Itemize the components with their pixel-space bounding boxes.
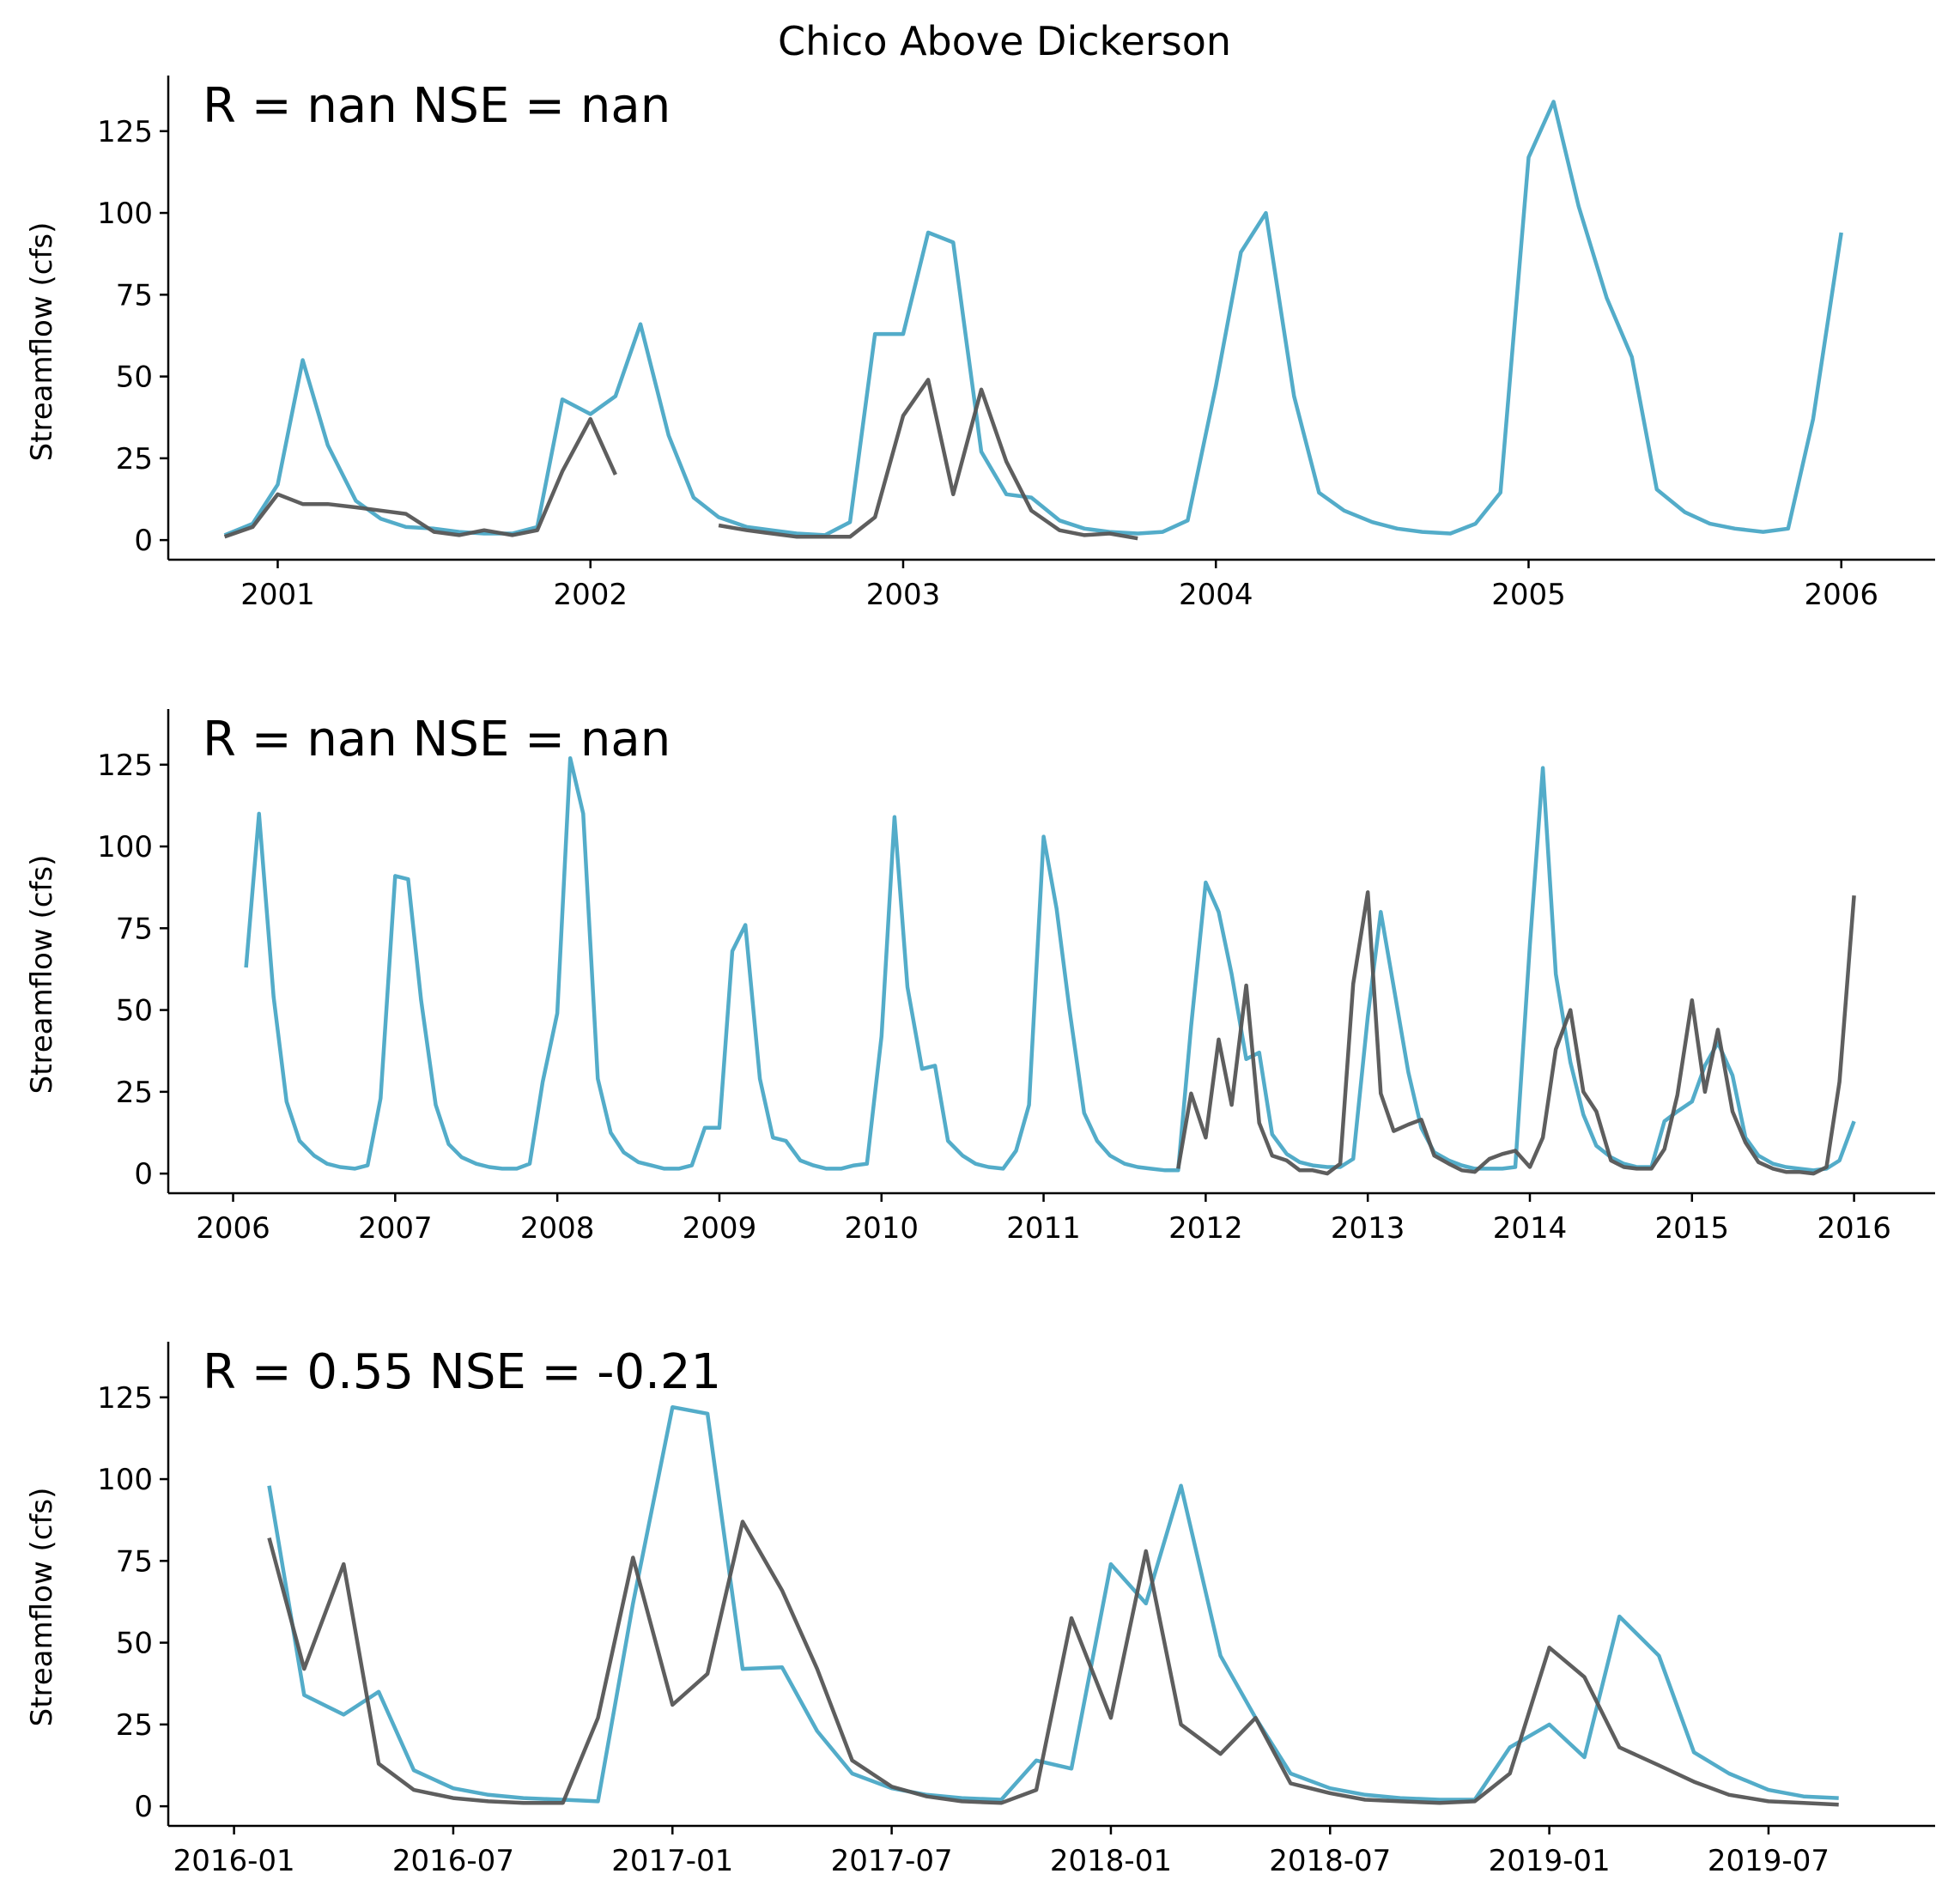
x-tick-label: 2013 [1331,1211,1405,1246]
y-tick-label: 0 [134,524,153,558]
x-tick-label: 2002 [553,578,628,612]
x-tick-label: 2007 [358,1211,433,1246]
x-tick-label: 2005 [1491,578,1566,612]
y-tick-label: 100 [97,830,153,864]
observed-line [267,1519,1839,1807]
simulated-line [244,755,1856,1173]
x-tick-label: 2017-01 [611,1844,733,1878]
stats-text: R = nan NSE = nan [203,78,671,134]
observed-line [1176,890,1856,1176]
stats-text: R = 0.55 NSE = -0.21 [203,1344,721,1400]
y-tick-label: 25 [116,442,153,476]
y-tick-label: 0 [134,1790,153,1824]
y-tick-label: 125 [97,749,153,783]
observed-line [718,378,1138,541]
stats-text: R = nan NSE = nan [203,712,671,767]
y-tick-label: 50 [116,361,153,395]
y-axis-label: Streamflow (cfs) [25,855,59,1094]
x-tick-label: 2019-01 [1489,1844,1611,1878]
y-tick-label: 75 [116,278,153,312]
x-tick-label: 2015 [1655,1211,1730,1246]
y-tick-label: 100 [97,197,153,231]
x-tick-label: 2010 [844,1211,919,1246]
x-tick-label: 2012 [1168,1211,1243,1246]
y-tick-label: 0 [134,1157,153,1192]
x-tick-label: 2001 [240,578,315,612]
y-tick-label: 50 [116,994,153,1028]
x-tick-label: 2016-07 [392,1844,514,1878]
simulated-line [223,100,1843,537]
y-tick-label: 100 [97,1463,153,1497]
x-tick-label: 2018-01 [1050,1844,1172,1878]
x-tick-label: 2016 [1817,1211,1891,1246]
y-tick-label: 75 [116,912,153,946]
y-tick-label: 25 [116,1708,153,1743]
x-tick-label: 2009 [683,1211,757,1246]
x-tick-label: 2019-07 [1708,1844,1830,1878]
simulated-line [267,1404,1839,1804]
y-axis-label: Streamflow (cfs) [25,222,59,462]
x-tick-label: 2014 [1493,1211,1568,1246]
y-tick-label: 25 [116,1076,153,1110]
figure-title: Chico Above Dickerson [778,18,1231,64]
panel-2006-2016: R = nan NSE = nan Streamflow (cfs) 0 25 50… [25,709,1935,1246]
y-tick-label: 125 [97,115,153,149]
x-tick-label: 2006 [196,1211,270,1246]
y-tick-label: 125 [97,1381,153,1416]
x-tick-label: 2008 [520,1211,595,1246]
x-tick-label: 2003 [866,578,941,612]
x-tick-label: 2006 [1804,578,1878,612]
x-tick-label: 2016-01 [173,1844,295,1878]
x-tick-label: 2017-07 [831,1844,953,1878]
x-tick-label: 2011 [1006,1211,1081,1246]
y-tick-label: 75 [116,1544,153,1579]
x-tick-label: 2018-07 [1269,1844,1391,1878]
x-tick-label: 2004 [1179,578,1253,612]
y-axis-label: Streamflow (cfs) [25,1488,59,1727]
panel-2001-2006: R = nan NSE = nan Streamflow (cfs) 0 25 50… [25,76,1935,612]
panel-2016-2019: R = 0.55 NSE = -0.21 Streamflow (cfs) 02… [25,1342,1935,1878]
y-tick-label: 50 [116,1627,153,1661]
observed-line [223,416,617,539]
